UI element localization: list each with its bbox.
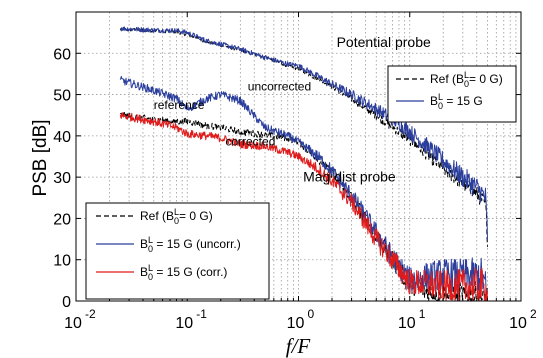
y-tick-label: 30	[53, 170, 71, 187]
series-line-3	[119, 111, 489, 301]
y-tick-label: 10	[53, 253, 71, 270]
x-tick-exponent: 1	[419, 307, 426, 321]
legend-label: Ref (BL 0= 0 G)	[430, 70, 503, 89]
y-tick-label: 20	[53, 211, 71, 228]
y-tick-label: 60	[53, 46, 71, 63]
annotation-label: corrected	[225, 134, 275, 148]
legend-label: BL 0 = 15 G (uncorr.)	[140, 235, 241, 254]
y-axis-label: PSB [dB]	[30, 119, 51, 196]
legend-box	[85, 202, 270, 300]
legend-label: Ref (BL 0= 0 G)	[140, 207, 213, 226]
annotation-layer: Potential probe uncorrected reference corre…	[154, 34, 431, 184]
legend-label: BL 0 = 15 G	[430, 92, 483, 111]
y-tick-label: 0	[62, 294, 71, 311]
x-tick-label: 10	[175, 315, 193, 332]
x-tick-label: 10	[64, 315, 82, 332]
annotation-label: Mag dist probe	[303, 168, 396, 184]
y-tick-label: 50	[53, 88, 71, 105]
series-layer	[119, 26, 489, 301]
legend-label: BL 0 = 15 G (corr.)	[140, 263, 227, 282]
x-tick-exponent: -2	[85, 307, 96, 321]
annotation-label: Potential probe	[337, 34, 431, 50]
series-line-5	[119, 111, 489, 301]
x-tick-exponent: 0	[308, 307, 315, 321]
series-line-4	[119, 75, 488, 294]
legend-box	[387, 65, 517, 123]
annotation-label: reference	[154, 98, 205, 112]
y-tick-label: 40	[53, 129, 71, 146]
x-tick-label: 10	[287, 315, 305, 332]
x-tick-exponent: -1	[196, 307, 207, 321]
x-tick-exponent: 2	[530, 307, 537, 321]
x-axis-label: f/F	[286, 334, 311, 358]
x-tick-label: 10	[509, 315, 527, 332]
legend-layer: Ref (BL 0= 0 G) BL 0 = 15 G Ref (BL 0= 0 G) BL…	[85, 65, 517, 300]
series-line-2	[120, 26, 489, 240]
annotation-label: uncorrected	[248, 79, 311, 93]
x-tick-label: 10	[398, 315, 416, 332]
